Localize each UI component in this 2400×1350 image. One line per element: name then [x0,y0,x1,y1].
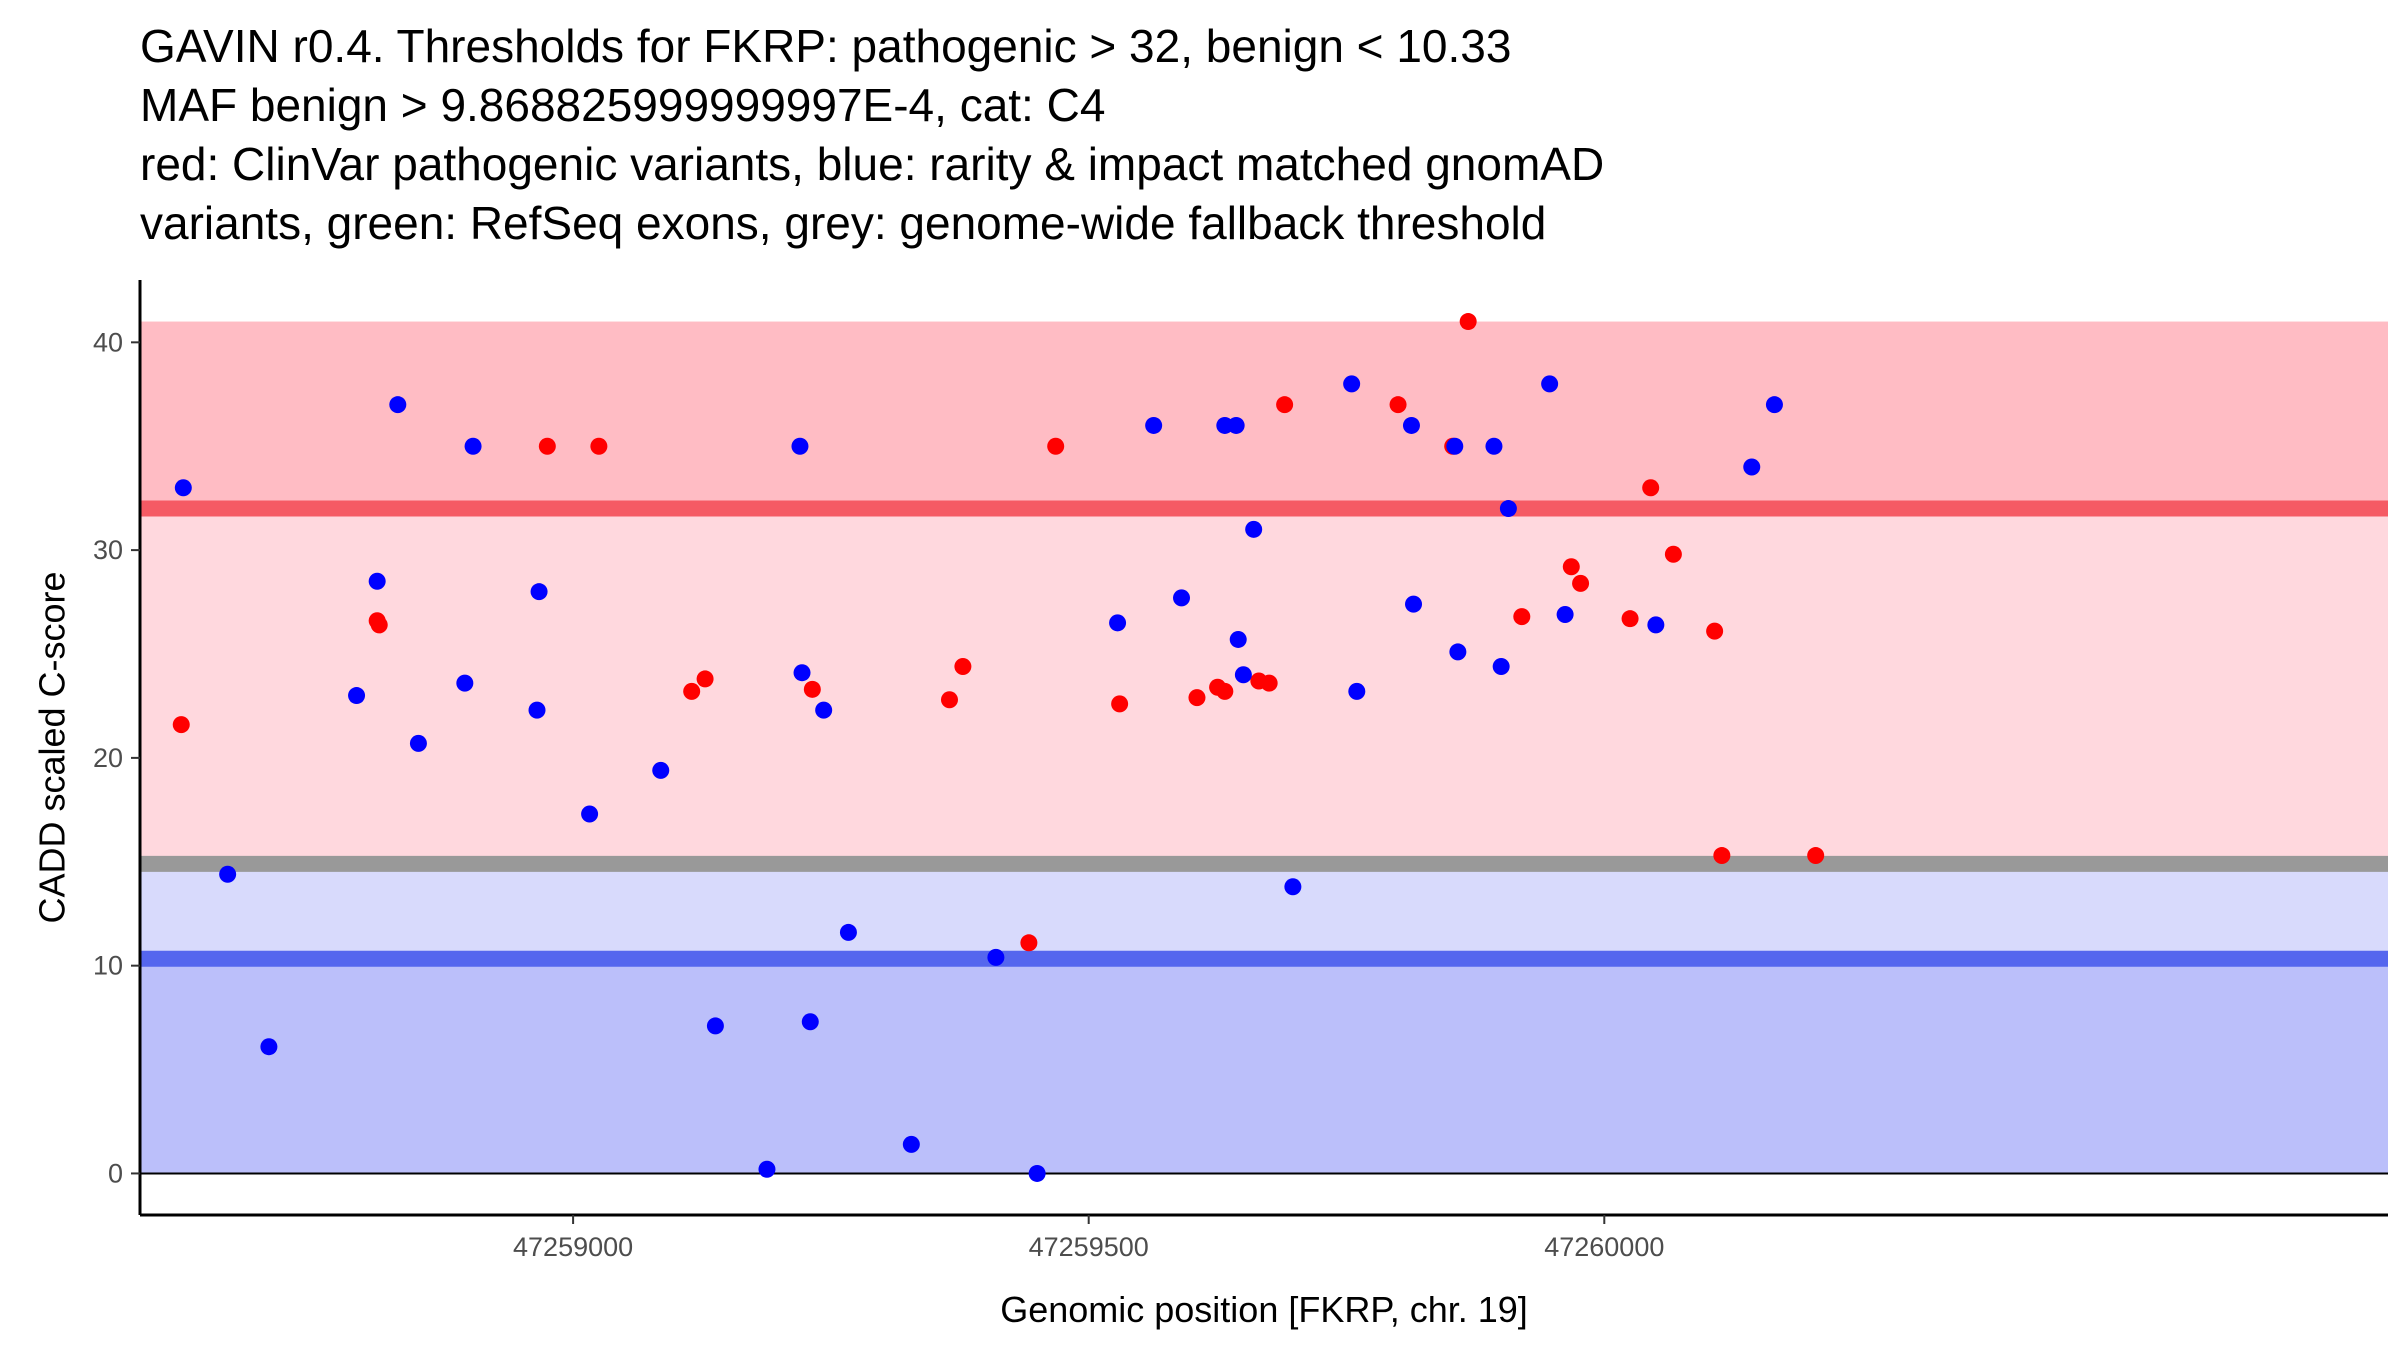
gnomad-variant-point [1109,614,1127,632]
gnomad-variant-point [530,583,548,601]
chart-title: GAVIN r0.4. Thresholds for FKRP: pathoge… [140,20,1604,249]
gnomad-variant-point [348,687,366,705]
gnomad-variant-point [793,664,811,682]
gnomad-variant-point [456,674,474,692]
gnomad-variant-point [1343,375,1361,393]
gnomad-variant-point [1485,437,1503,455]
pathogenic-variant-point [1459,313,1477,331]
title-line: red: ClinVar pathogenic variants, blue: … [140,138,1604,190]
gnomad-variant-point [389,396,407,414]
gnomad-variant-point [260,1038,278,1056]
gnomad-variant-point [219,865,237,883]
gnomad-variant-point [174,479,192,497]
pathogenic-variant-point [1807,847,1825,865]
gnomad-variant-point [368,572,386,590]
y-tick-label: 20 [93,743,123,773]
gnomad-variant-point [1647,616,1665,634]
gnomad-variant-point [1245,520,1263,538]
gnomad-variant-point [987,948,1005,966]
pathogenic-variant-point [1513,608,1531,626]
gnomad-variant-point [791,437,809,455]
pathogenic-variant-point [172,716,190,734]
x-axis-title: Genomic position [FKRP, chr. 19] [1000,1289,1528,1330]
pathogenic-variant-point [1216,682,1234,700]
gnomad-variant-point [758,1160,776,1178]
gnomad-variant-point [1492,657,1510,675]
pathogenic-variant-point [1389,396,1407,414]
pathogenic-variant-point [1047,437,1065,455]
gnomad-variant-point [902,1135,920,1153]
gnomad-variant-point [1765,396,1783,414]
pathogenic-variant-point [803,680,821,698]
pathogenic-variant-point [954,657,972,675]
y-tick-label: 30 [93,535,123,565]
gnomad-variant-point [1145,416,1163,434]
gnomad-variant-point [1028,1164,1046,1182]
pathogenic-variant-point [683,682,701,700]
pathogenic-variant-point [590,437,608,455]
gnomad-variant-point [1402,416,1420,434]
gnomad-variant-point [1743,458,1761,476]
x-tick-label: 47260000 [1544,1232,1664,1262]
pathogenic-high-band [140,321,2388,509]
benign-lower-band [140,958,2388,1174]
gnomad-variant-point [1446,437,1464,455]
gnomad-variant-point [1173,589,1191,607]
pathogenic-variant-point [1706,622,1724,640]
benign-upper-band [140,863,2388,959]
pathogenic-variant-point [1260,674,1278,692]
pathogenic-variant-point [1188,689,1206,707]
gnomad-variant-point [1229,630,1247,648]
threshold-lines [140,500,2388,1175]
title-line: GAVIN r0.4. Thresholds for FKRP: pathoge… [140,20,1511,72]
pathogenic-variant-point [1642,479,1660,497]
gnomad-variant-point [1234,666,1252,684]
y-tick-label: 10 [93,951,123,981]
pathogenic-variant-point [1713,847,1731,865]
pathogenic-variant-point [538,437,556,455]
gnomad-variant-point [815,701,833,719]
pathogenic-variant-point [696,670,714,688]
data-points [172,313,1825,1182]
x-tick-label: 47259500 [1029,1232,1149,1262]
axes: 0 10 20 30 40 47259000 47259500 47260000 [93,280,2388,1262]
y-axis-title: CADD scaled C-score [32,571,73,923]
gnomad-variant-point [1556,606,1574,624]
pathogenic-variant-point [1020,934,1038,952]
pathogenic-variant-point [1621,610,1639,628]
x-tick-label: 47259000 [513,1232,633,1262]
gnomad-variant-point [1499,500,1517,518]
title-line: variants, green: RefSeq exons, grey: gen… [140,197,1546,249]
y-tick-label: 40 [93,327,123,357]
pathogenic-variant-point [1664,545,1682,563]
pathogenic-variant-point [1111,695,1129,713]
gnomad-variant-point [1405,595,1423,613]
gnomad-variant-point [706,1017,724,1035]
y-tick-label: 0 [108,1158,123,1188]
title-line: MAF benign > 9.868825999999997E-4, cat: … [140,79,1105,131]
gnomad-variant-point [652,761,670,779]
pathogenic-variant-point [370,616,388,634]
gnomad-variant-point [1348,682,1366,700]
pathogenic-variant-point [940,691,958,709]
gnomad-variant-point [839,923,857,941]
gnomad-variant-point [1449,643,1467,661]
pathogenic-variant-point [1562,558,1580,576]
pathogenic-variant-point [1276,396,1294,414]
pathogenic-variant-point [1572,574,1590,592]
gnomad-variant-point [409,734,427,752]
gnomad-variant-point [1284,878,1302,896]
gnomad-variant-point [464,437,482,455]
gnomad-variant-point [1227,416,1245,434]
gnomad-variant-point [801,1013,819,1031]
gnomad-variant-point [1541,375,1559,393]
gnomad-variant-point [581,805,599,823]
gnomad-variant-point [528,701,546,719]
